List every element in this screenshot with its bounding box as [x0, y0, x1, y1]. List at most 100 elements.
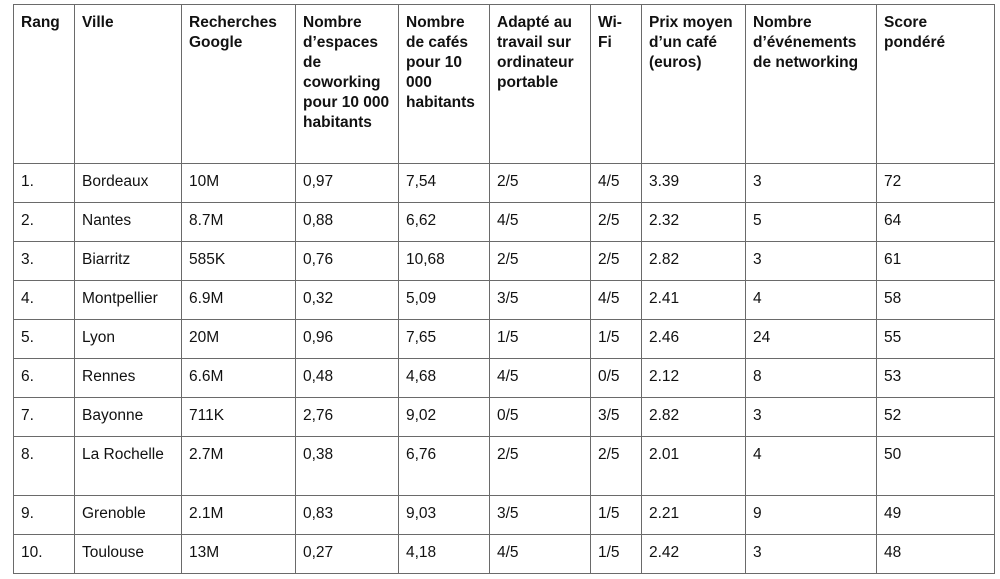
- cell-city: Bordeaux: [74, 163, 182, 203]
- cell-google-searches: 8.7M: [181, 202, 296, 242]
- table-row: 2. Nantes 8.7M 0,88 6,62 4/5 2/5 2.32 5 …: [13, 202, 995, 242]
- cell-networking: 4: [745, 436, 877, 496]
- cell-google-searches: 711K: [181, 397, 296, 437]
- cell-google-searches: 585K: [181, 241, 296, 281]
- cell-score: 53: [876, 358, 995, 398]
- cell-coffee-price: 2.42: [641, 534, 746, 574]
- cell-cafes: 6,62: [398, 202, 490, 242]
- cell-laptop-friendly: 4/5: [489, 534, 591, 574]
- cell-laptop-friendly: 3/5: [489, 280, 591, 320]
- cell-city: La Rochelle: [74, 436, 182, 496]
- cell-wifi: 1/5: [590, 534, 642, 574]
- cell-coworking: 0,96: [295, 319, 399, 359]
- cell-score: 58: [876, 280, 995, 320]
- header-cafes: Nombre de cafés pour 10 000 habitants: [398, 4, 490, 164]
- city-ranking-table: Rang Ville Recherches Google Nombre d’es…: [13, 4, 995, 574]
- cell-coworking: 0,97: [295, 163, 399, 203]
- cell-laptop-friendly: 4/5: [489, 358, 591, 398]
- cell-laptop-friendly: 2/5: [489, 436, 591, 496]
- cell-wifi: 1/5: [590, 319, 642, 359]
- cell-wifi: 4/5: [590, 163, 642, 203]
- table-row: 9. Grenoble 2.1M 0,83 9,03 3/5 1/5 2.21 …: [13, 495, 995, 535]
- cell-city: Toulouse: [74, 534, 182, 574]
- cell-city: Lyon: [74, 319, 182, 359]
- cell-rank: 1.: [13, 163, 75, 203]
- cell-score: 49: [876, 495, 995, 535]
- cell-rank: 5.: [13, 319, 75, 359]
- cell-cafes: 7,65: [398, 319, 490, 359]
- cell-cafes: 4,18: [398, 534, 490, 574]
- cell-score: 52: [876, 397, 995, 437]
- cell-laptop-friendly: 4/5: [489, 202, 591, 242]
- cell-rank: 10.: [13, 534, 75, 574]
- cell-networking: 5: [745, 202, 877, 242]
- cell-city: Bayonne: [74, 397, 182, 437]
- cell-networking: 3: [745, 397, 877, 437]
- table-row: 5. Lyon 20M 0,96 7,65 1/5 1/5 2.46 24 55: [13, 319, 995, 359]
- header-laptop-friendly: Adapté au travail sur ordinateur portabl…: [489, 4, 591, 164]
- cell-city: Grenoble: [74, 495, 182, 535]
- cell-wifi: 3/5: [590, 397, 642, 437]
- header-rank: Rang: [13, 4, 75, 164]
- cell-cafes: 4,68: [398, 358, 490, 398]
- cell-cafes: 5,09: [398, 280, 490, 320]
- table-row: 1. Bordeaux 10M 0,97 7,54 2/5 4/5 3.39 3…: [13, 163, 995, 203]
- cell-networking: 3: [745, 241, 877, 281]
- cell-google-searches: 6.9M: [181, 280, 296, 320]
- cell-rank: 8.: [13, 436, 75, 496]
- cell-city: Rennes: [74, 358, 182, 398]
- cell-cafes: 10,68: [398, 241, 490, 281]
- cell-google-searches: 10M: [181, 163, 296, 203]
- header-city: Ville: [74, 4, 182, 164]
- cell-coworking: 0,38: [295, 436, 399, 496]
- table-row: 7. Bayonne 711K 2,76 9,02 0/5 3/5 2.82 3…: [13, 397, 995, 437]
- header-networking-events: Nombre d’événements de networking: [745, 4, 877, 164]
- cell-coffee-price: 3.39: [641, 163, 746, 203]
- cell-rank: 3.: [13, 241, 75, 281]
- cell-cafes: 9,02: [398, 397, 490, 437]
- cell-coworking: 0,32: [295, 280, 399, 320]
- cell-coffee-price: 2.82: [641, 241, 746, 281]
- header-weighted-score: Score pondéré: [876, 4, 995, 164]
- cell-coffee-price: 2.12: [641, 358, 746, 398]
- table-row: 8. La Rochelle 2.7M 0,38 6,76 2/5 2/5 2.…: [13, 436, 995, 496]
- cell-score: 64: [876, 202, 995, 242]
- cell-google-searches: 20M: [181, 319, 296, 359]
- cell-score: 50: [876, 436, 995, 496]
- header-wifi: Wi-Fi: [590, 4, 642, 164]
- cell-laptop-friendly: 3/5: [489, 495, 591, 535]
- cell-laptop-friendly: 2/5: [489, 241, 591, 281]
- header-coworking-spaces: Nombre d’espaces de coworking pour 10 00…: [295, 4, 399, 164]
- cell-networking: 3: [745, 163, 877, 203]
- cell-google-searches: 13M: [181, 534, 296, 574]
- cell-networking: 3: [745, 534, 877, 574]
- cell-coworking: 2,76: [295, 397, 399, 437]
- cell-cafes: 7,54: [398, 163, 490, 203]
- table-row: 4. Montpellier 6.9M 0,32 5,09 3/5 4/5 2.…: [13, 280, 995, 320]
- cell-rank: 2.: [13, 202, 75, 242]
- cell-networking: 9: [745, 495, 877, 535]
- cell-city: Biarritz: [74, 241, 182, 281]
- cell-networking: 24: [745, 319, 877, 359]
- cell-cafes: 6,76: [398, 436, 490, 496]
- cell-coffee-price: 2.01: [641, 436, 746, 496]
- cell-wifi: 1/5: [590, 495, 642, 535]
- cell-wifi: 2/5: [590, 436, 642, 496]
- cell-score: 61: [876, 241, 995, 281]
- cell-city: Nantes: [74, 202, 182, 242]
- cell-coffee-price: 2.21: [641, 495, 746, 535]
- cell-rank: 9.: [13, 495, 75, 535]
- cell-coworking: 0,83: [295, 495, 399, 535]
- cell-rank: 7.: [13, 397, 75, 437]
- cell-networking: 4: [745, 280, 877, 320]
- cell-coffee-price: 2.46: [641, 319, 746, 359]
- cell-networking: 8: [745, 358, 877, 398]
- cell-wifi: 0/5: [590, 358, 642, 398]
- table-row: 10. Toulouse 13M 0,27 4,18 4/5 1/5 2.42 …: [13, 534, 995, 574]
- cell-rank: 4.: [13, 280, 75, 320]
- cell-coffee-price: 2.82: [641, 397, 746, 437]
- table-row: 3. Biarritz 585K 0,76 10,68 2/5 2/5 2.82…: [13, 241, 995, 281]
- header-row: Rang Ville Recherches Google Nombre d’es…: [13, 4, 995, 164]
- cell-score: 72: [876, 163, 995, 203]
- cell-laptop-friendly: 2/5: [489, 163, 591, 203]
